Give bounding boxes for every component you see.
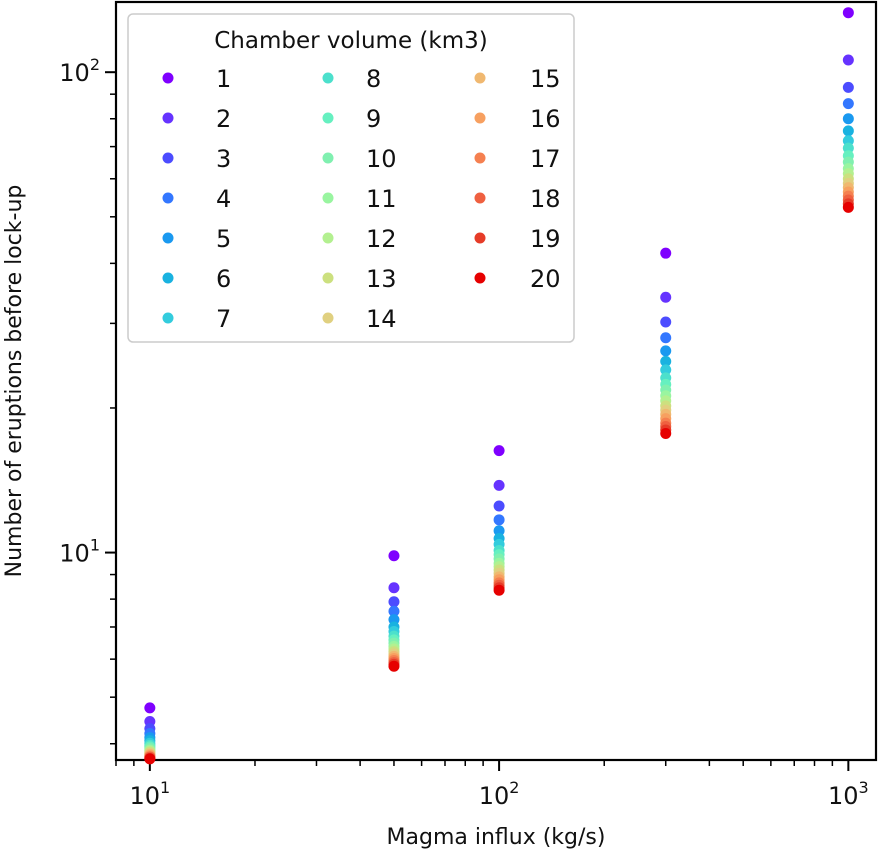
data-point-volume-8 [842,142,854,154]
y-tick-label: 101 [59,536,100,568]
legend-marker-9 [322,112,334,124]
data-point-volume-3 [388,596,400,608]
x-tick-label: 102 [479,778,520,810]
legend-marker-13 [322,272,334,284]
y-axis-label: Number of eruptions before lock-up [2,185,27,578]
legend-marker-2 [162,112,174,124]
data-point-volume-7 [660,364,672,376]
legend-label-9: 9 [366,105,381,133]
legend-marker-17 [474,152,486,164]
data-point-volume-5 [842,113,854,125]
legend-marker-10 [322,152,334,164]
x-tick-label: 103 [828,778,869,810]
legend-label-15: 15 [530,65,561,93]
data-point-volume-1 [144,702,156,714]
legend-label-2: 2 [216,105,231,133]
axes [114,0,878,762]
data-point-volume-2 [660,291,672,303]
legend-label-11: 11 [366,185,397,213]
data-point-volume-5 [660,345,672,357]
data-point-volume-3 [493,500,505,512]
legend-frame [127,13,575,343]
legend-marker-15 [474,72,486,84]
x-tick-label: 101 [129,778,170,810]
data-point-volume-4 [388,605,400,617]
legend-label-20: 20 [530,265,561,293]
legend-marker-16 [474,112,486,124]
legend-label-7: 7 [216,305,231,333]
legend-marker-3 [162,152,174,164]
legend-label-13: 13 [366,265,397,293]
legend-marker-7 [162,312,174,324]
data-point-volume-6 [660,355,672,367]
data-point-volume-20 [842,201,854,213]
legend-marker-5 [162,232,174,244]
data-point-volume-3 [660,316,672,328]
data-point-volume-1 [388,550,400,562]
legend-label-5: 5 [216,225,231,253]
legend-label-1: 1 [216,65,231,93]
legend-marker-12 [322,232,334,244]
data-point-volume-2 [493,479,505,491]
data-point-volume-4 [660,332,672,344]
data-point-volume-3 [842,81,854,93]
legend-marker-14 [322,312,334,324]
data-point-volume-1 [493,445,505,457]
legend-marker-11 [322,192,334,204]
data-point-volume-20 [493,584,505,596]
legend-label-10: 10 [366,145,397,173]
legend-marker-19 [474,232,486,244]
legend-marker-8 [322,72,334,84]
legend-label-12: 12 [366,225,397,253]
plot-frame [114,0,878,762]
legend-marker-1 [162,72,174,84]
data-point-volume-4 [842,98,854,110]
data-points [144,7,854,765]
legend-label-17: 17 [530,145,561,173]
legend-label-19: 19 [530,225,561,253]
data-point-volume-20 [144,753,156,765]
data-point-volume-4 [493,514,505,526]
legend-marker-18 [474,192,486,204]
legend-label-18: 18 [530,185,561,213]
legend-label-14: 14 [366,305,397,333]
data-point-volume-1 [842,7,854,19]
legend-label-8: 8 [366,65,381,93]
legend-marker-4 [162,192,174,204]
legend-label-6: 6 [216,265,231,293]
data-point-volume-6 [842,125,854,137]
legend-title: Chamber volume (km3) [214,28,487,54]
legend-marker-20 [474,272,486,284]
legend-marker-6 [162,272,174,284]
data-point-volume-20 [660,427,672,439]
data-point-volume-5 [493,525,505,537]
legend-label-4: 4 [216,185,231,213]
data-point-volume-1 [660,247,672,259]
data-point-volume-2 [842,54,854,66]
data-point-volume-20 [388,660,400,672]
y-tick-label: 102 [59,55,100,87]
legend-label-16: 16 [530,105,561,133]
data-point-volume-2 [388,582,400,594]
x-axis-label: Magma influx (kg/s) [387,825,606,850]
legend-label-3: 3 [216,145,231,173]
legend: Chamber volume (km3) 1234567891011121314… [127,13,575,343]
